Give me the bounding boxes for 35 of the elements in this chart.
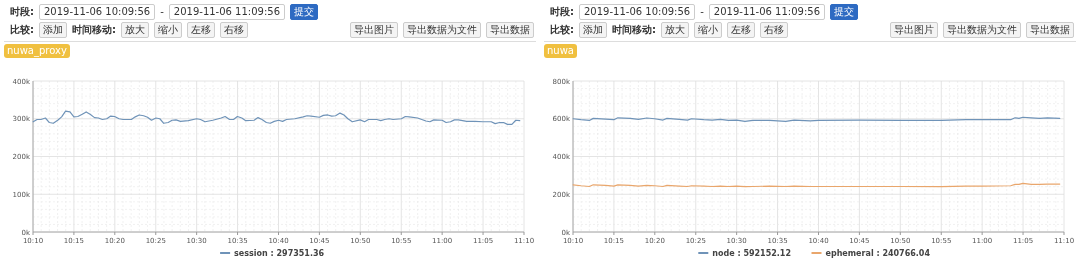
text: 导出数据	[486, 22, 534, 38]
text: 2019-11-06 10:09:56	[579, 4, 696, 20]
text: 导出数据为文件	[943, 22, 1021, 38]
text: 导出图片	[350, 22, 398, 38]
text: 提交	[290, 4, 319, 20]
text: 导出数据	[1026, 22, 1074, 38]
text: 缩小	[694, 22, 722, 38]
text: -	[160, 5, 164, 19]
text: 添加	[579, 22, 607, 38]
text: 时间移动:	[72, 23, 116, 37]
text: 比较:	[10, 23, 34, 37]
legend-label: session : 297351.36	[234, 249, 325, 258]
text: 缩小	[154, 22, 182, 38]
text: -	[700, 5, 704, 19]
text: 比较:	[550, 23, 574, 37]
text: 2019-11-06 11:09:56	[708, 4, 826, 20]
text: 左移	[187, 22, 215, 38]
text: 2019-11-06 11:09:56	[168, 4, 286, 20]
text: 添加	[39, 22, 67, 38]
text: 左移	[727, 22, 755, 38]
text: 导出图片	[890, 22, 938, 38]
text: 2019-11-06 10:09:56	[39, 4, 156, 20]
text: nuwa_proxy	[4, 44, 70, 58]
text: 导出数据为文件	[403, 22, 481, 38]
text: 右移	[220, 22, 248, 38]
text: 右移	[760, 22, 788, 38]
text: 提交	[830, 4, 859, 20]
text: 时段:	[550, 5, 574, 19]
legend-label: node : 592152.12	[712, 249, 791, 258]
text: 放大	[661, 22, 689, 38]
legend-label: ephemeral : 240766.04	[825, 249, 931, 258]
text: 放大	[121, 22, 149, 38]
text: nuwa	[544, 44, 577, 58]
text: 时间移动:	[612, 23, 656, 37]
text: 时段:	[10, 5, 34, 19]
